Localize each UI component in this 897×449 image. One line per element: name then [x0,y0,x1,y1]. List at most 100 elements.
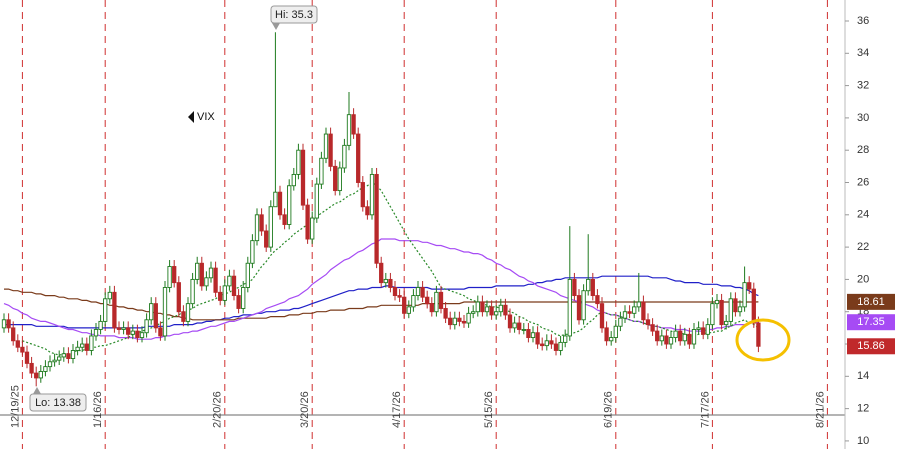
candle-body [291,173,296,187]
x-tick-label: 4/17/26 [391,391,403,428]
candle-body [461,320,467,324]
candle-body [494,311,499,316]
candle-body [98,320,103,330]
candle-body [388,278,393,288]
candle-body [438,291,444,309]
candle-body [369,173,375,216]
candle-body [475,301,480,313]
candle-body [737,306,743,313]
candle-body [540,343,545,347]
candle-body [563,335,568,343]
candle-body [139,332,145,339]
candle-body [443,308,448,319]
candle-body [622,311,628,319]
candle-body [231,275,237,297]
candle-body [756,322,761,347]
candle-body [287,185,292,225]
candle-body [724,320,729,326]
candle-body [158,327,163,337]
candle-body [314,183,319,219]
candle-body [89,335,94,351]
high-box [270,5,318,24]
candle-body [480,301,485,313]
candle-body [190,278,195,305]
candle-body [250,240,255,264]
candle-body [6,319,11,329]
candle-body [116,327,122,330]
candle-body [429,303,434,313]
candle-body [346,114,352,146]
candle-body [434,291,439,313]
candle-body [149,303,154,321]
highlight-circle [735,318,791,362]
vix-arrow [188,111,194,123]
candle-body [613,325,618,339]
y-tick-label: 28 [857,144,869,156]
y-tick-label: 34 [857,47,869,59]
candle-body [452,317,457,326]
y-tick-label: 10 [857,435,869,447]
axis: 101214161820222426283032343612/19/251/16… [9,15,869,447]
candle-body [29,362,34,374]
candle-body [310,217,315,240]
candle-body [57,356,62,361]
candle-body [383,278,388,284]
candle-body [305,204,310,240]
candle-body [254,214,260,242]
candle-body [66,353,71,360]
candle-body [236,295,241,309]
candle-body [512,322,517,329]
candle-body [15,340,20,348]
vix-label: VIX [188,111,215,123]
candle-body [282,214,287,225]
candle-body [103,298,108,322]
candle-body [264,230,269,248]
price-tag [847,293,895,310]
candle-body [24,351,30,364]
candle-body [535,332,540,345]
candle-body [75,346,80,351]
candle-body [650,324,655,332]
grid [21,0,828,449]
overlays [3,181,759,356]
candle-body [664,335,669,345]
candle-body [333,165,338,192]
candle-body [682,333,687,342]
low-text: Lo: 13.38 [35,397,81,409]
candle-body [360,182,365,208]
candle-body [397,295,402,298]
candle-body [604,327,609,342]
candle-body [526,329,531,339]
candle-body [84,343,89,351]
candle-body [701,327,706,335]
y-tick-label: 36 [857,15,869,27]
candle-body [590,278,595,297]
candle-body [153,303,158,329]
candle-body [259,214,264,232]
candle-body [714,299,720,305]
candle-body [47,361,53,368]
candle-body [144,319,149,334]
candle-body [162,287,168,337]
candle-body [632,306,637,314]
candle-body [121,327,126,330]
candle-body [599,303,605,329]
candle-body [659,335,664,342]
candle-body [241,287,246,309]
candle-body [328,133,333,167]
candle-body [645,319,651,326]
candle-body [1,319,7,329]
candle-body [517,322,522,330]
candle-body [199,262,204,287]
candle-body [668,337,674,345]
candle-body [107,291,112,300]
candle-body [112,291,117,329]
candle-body [742,282,747,308]
candle-body [521,329,526,331]
candle-body [641,301,646,321]
candle-body [213,267,218,293]
high-pointer [272,23,280,30]
candle-body [549,340,554,345]
